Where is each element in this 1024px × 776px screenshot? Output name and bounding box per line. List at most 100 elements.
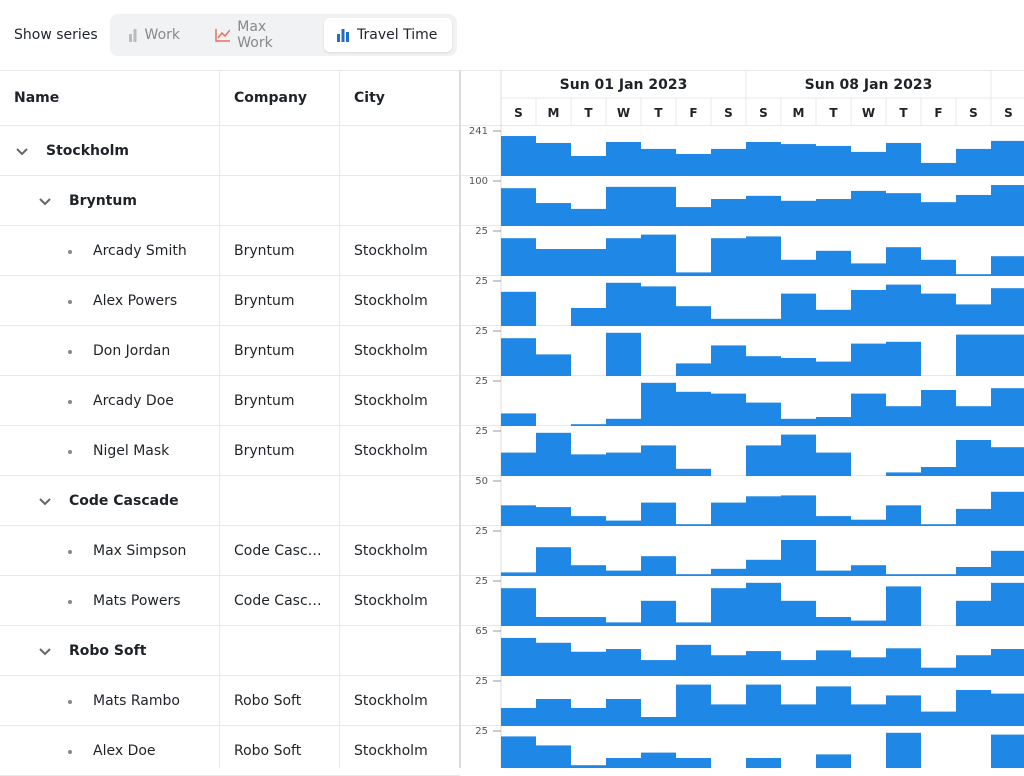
column-header[interactable]: Company — [234, 90, 308, 106]
histogram-bar — [816, 570, 851, 576]
histogram-bar — [536, 745, 571, 768]
column-header[interactable]: Name — [14, 90, 60, 106]
histogram-bar — [606, 758, 641, 768]
histogram-bar — [956, 655, 991, 676]
histogram-bar — [711, 238, 746, 276]
day-label: W — [617, 106, 630, 120]
scale-label: 241 — [469, 126, 488, 137]
histogram-bar — [746, 445, 781, 476]
histogram-bar — [956, 274, 991, 276]
histogram-bar — [991, 334, 1024, 376]
node-name: Don Jordan — [93, 343, 171, 359]
company-cell: Bryntum — [234, 443, 295, 459]
company-cell: Bryntum — [234, 243, 295, 259]
grid-row[interactable] — [0, 176, 460, 226]
histogram-bar — [711, 148, 746, 176]
scale-label: 50 — [475, 476, 488, 487]
expand-toggle[interactable] — [38, 197, 52, 207]
histogram-bar — [746, 318, 781, 326]
histogram-bar — [816, 516, 851, 526]
histogram-bar — [816, 250, 851, 276]
histogram-bar — [921, 202, 956, 226]
grid-row[interactable] — [0, 576, 460, 626]
week-label: Sun 08 Jan 2023 — [805, 77, 933, 93]
series-button[interactable]: Max Work — [203, 18, 315, 52]
histogram-bar — [816, 754, 851, 768]
histogram-bar — [606, 649, 641, 676]
histogram-bar — [886, 586, 921, 626]
histogram-bar — [676, 758, 711, 768]
grid-row[interactable] — [0, 126, 460, 176]
node-name: Arcady Doe — [93, 393, 174, 409]
histogram-bar — [886, 732, 921, 768]
histogram-bar — [606, 452, 641, 476]
chevron — [16, 148, 28, 156]
histogram-bar — [991, 288, 1024, 326]
node-name: Alex Doe — [93, 743, 156, 759]
node-name: Mats Rambo — [93, 693, 180, 709]
histogram-bar — [781, 600, 816, 626]
histogram-bar — [501, 413, 536, 426]
histogram-bar — [886, 341, 921, 376]
histogram-bar — [921, 293, 956, 326]
histogram-bar — [956, 148, 991, 176]
histogram-bar — [676, 468, 711, 476]
histogram-bar — [956, 304, 991, 326]
timeline: Sun 01 Jan 2023 Sun 08 Jan 2023 S M T W T F S S M T… — [461, 70, 1024, 768]
histogram-bar — [641, 286, 676, 326]
company-cell: Code Casc… — [234, 543, 322, 559]
histogram-bar — [501, 188, 536, 226]
day-label: M — [548, 106, 560, 120]
grid-row[interactable] — [0, 626, 460, 676]
histogram-bar — [676, 644, 711, 676]
grid-row[interactable] — [0, 476, 460, 526]
histogram-bar — [851, 190, 886, 226]
expand-toggle[interactable] — [38, 647, 52, 657]
bullet — [68, 400, 72, 404]
histogram-bar — [781, 495, 816, 526]
bullet — [68, 300, 72, 304]
histogram-bar — [571, 249, 606, 276]
node-name: Arcady Smith — [93, 243, 187, 259]
expand-toggle[interactable] — [38, 497, 52, 507]
histogram-bar — [921, 390, 956, 426]
histogram-bar — [641, 234, 676, 276]
series-button-label: Max Work — [237, 19, 273, 51]
histogram-bar — [571, 565, 606, 576]
series-button[interactable]: Work — [116, 18, 192, 52]
histogram-bar — [536, 507, 571, 526]
histogram-bar — [886, 247, 921, 276]
histogram-bar — [956, 334, 991, 376]
histogram-bar — [641, 600, 676, 626]
histogram-bar — [956, 406, 991, 426]
grid-row[interactable] — [0, 326, 460, 376]
day-label: S — [724, 106, 733, 120]
company-cell: Bryntum — [234, 343, 295, 359]
bullet — [68, 750, 72, 754]
grid-row[interactable] — [0, 526, 460, 576]
histogram-bar — [921, 574, 956, 576]
grid-row[interactable] — [0, 376, 460, 426]
column-header[interactable]: City — [354, 90, 385, 106]
grid-row[interactable] — [0, 676, 460, 726]
node-name: Bryntum — [69, 193, 137, 209]
grid-row[interactable] — [0, 226, 460, 276]
grid-row[interactable] — [0, 276, 460, 326]
series-button[interactable]: Travel Time — [324, 18, 452, 52]
histogram-bar — [991, 582, 1024, 626]
histogram-bar — [676, 391, 711, 426]
bullet — [68, 350, 72, 354]
company-cell: Robo Soft — [234, 693, 302, 709]
histogram-bar — [851, 290, 886, 326]
histogram-bar — [571, 208, 606, 226]
histogram-bar — [571, 156, 606, 176]
node-name: Stockholm — [46, 143, 129, 159]
city-cell: Stockholm — [354, 443, 428, 459]
histogram-bar — [746, 684, 781, 726]
expand-toggle[interactable] — [15, 147, 29, 157]
histogram-bar — [991, 491, 1024, 526]
line-icon — [215, 29, 231, 42]
grid-row[interactable] — [0, 426, 460, 476]
histogram-bar — [816, 650, 851, 676]
histogram-bar — [571, 617, 606, 626]
